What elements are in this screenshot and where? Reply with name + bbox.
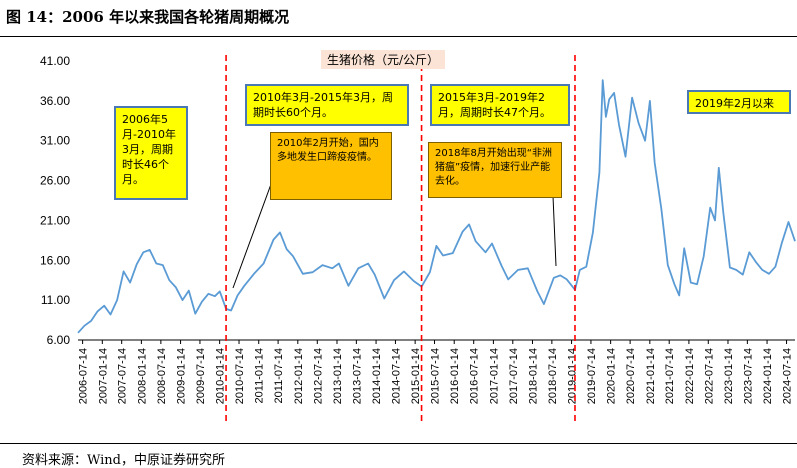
x-tick-label: 2012-07-14: [312, 348, 324, 404]
x-tick-label: 2011-07-14: [273, 348, 285, 403]
cycle4-annotation: 2019年2月以来: [687, 90, 791, 114]
cycle3-annotation: 2015年3月-2019年2月，周期时长47个月。: [430, 84, 570, 126]
x-tick-label: 2022-01-14: [684, 348, 696, 404]
series-legend-label: 生猪价格（元/公斤）: [321, 50, 446, 69]
x-tick-label: 2007-07-14: [117, 348, 129, 404]
y-tick-label: 31.00: [40, 134, 70, 148]
event2-leader-line: [552, 195, 557, 267]
x-tick-label: 2013-07-14: [351, 348, 363, 404]
cycle1-annotation: 2006年5月-2010年3月，周期时长46个月。: [114, 106, 188, 200]
y-tick-label: 26.00: [40, 174, 70, 188]
source-rule: [0, 443, 797, 444]
x-tick-label: 2015-07-14: [430, 348, 442, 404]
title-rule: [0, 36, 797, 37]
event1-leader-line: [232, 175, 275, 289]
x-tick-label: 2007-01-14: [97, 348, 109, 404]
x-tick-label: 2016-07-14: [469, 348, 481, 404]
event2-annotation: 2018年8月开始出现“非洲猪瘟”疫情，加速行业产能去化。: [428, 142, 562, 198]
event1-annotation: 2010年2月开始，国内多地发生口蹄疫疫情。: [270, 132, 392, 200]
x-tick-label: 2009-01-14: [176, 348, 188, 404]
x-tick-label: 2008-07-14: [156, 348, 168, 404]
x-tick-label: 2017-07-14: [508, 348, 520, 404]
x-tick-label: 2015-01-14: [410, 348, 422, 404]
x-tick-label: 2023-07-14: [742, 348, 754, 404]
x-tick-label: 2018-07-14: [547, 348, 559, 404]
figure-title: 图 14：2006 年以来我国各轮猪周期概况: [6, 8, 290, 26]
line-chart: 6.00 11.00 16.00 21.00 26.00 31.00 36.00 41.00 2…: [40, 54, 796, 425]
y-tick-label: 11.00: [41, 293, 70, 307]
x-tick-label: 2019-01-14: [567, 348, 579, 404]
x-tick-label: 2024-01-14: [762, 348, 774, 404]
y-tick-label: 36.00: [40, 94, 70, 108]
x-tick-label: 2022-07-14: [703, 348, 715, 404]
x-tick-label: 2016-01-14: [449, 348, 461, 404]
y-tick-label: 41.00: [40, 54, 70, 68]
cycle2-annotation: 2010年3月-2015年3月，周期时长60个月。: [245, 84, 409, 126]
x-tick-label: 2023-01-14: [723, 348, 735, 404]
x-tick-label: 2021-01-14: [645, 348, 657, 404]
x-tick-label: 2024-07-14: [782, 348, 794, 404]
x-tick-label: 2021-07-14: [664, 348, 676, 404]
y-tick-label: 6.00: [47, 333, 71, 347]
x-tick-label: 2013-01-14: [332, 348, 344, 404]
x-tick-label: 2019-07-14: [586, 348, 598, 404]
x-tick-label: 2014-01-14: [371, 348, 383, 404]
x-tick-label: 2017-01-14: [488, 348, 500, 404]
y-tick-label: 21.00: [40, 213, 70, 227]
x-tick-label: 2012-01-14: [293, 348, 305, 404]
x-tick-label: 2011-01-14: [254, 348, 266, 403]
x-tick-label: 2010-01-14: [215, 348, 227, 404]
series-line-pig-price: [77, 79, 796, 334]
x-tick-label: 2018-01-14: [527, 348, 539, 404]
x-tick-label: 2010-07-14: [234, 348, 246, 404]
source-note: 资料来源：Wind，中原证券研究所: [22, 453, 225, 468]
x-tick-label: 2014-07-14: [390, 348, 402, 404]
x-tick-label: 2020-07-14: [625, 348, 637, 404]
y-tick-label: 16.00: [40, 253, 70, 267]
x-tick-label: 2008-01-14: [136, 348, 148, 404]
x-tick-label: 2006-07-14: [78, 348, 90, 404]
x-tick-label: 2009-07-14: [195, 348, 207, 404]
x-tick-label: 2020-01-14: [606, 348, 618, 404]
